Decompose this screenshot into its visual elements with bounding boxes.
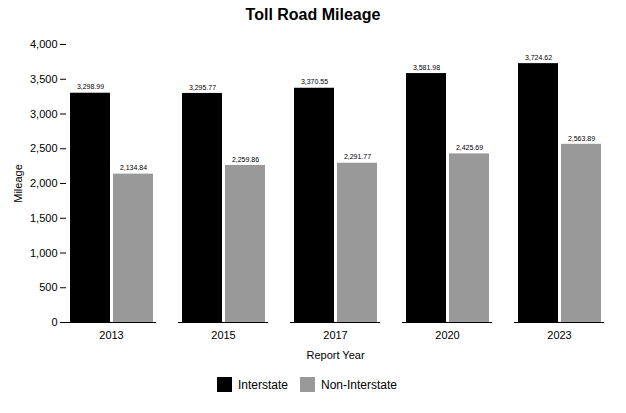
svg-text:Mileage: Mileage: [12, 164, 24, 203]
svg-text:3,000: 3,000: [30, 108, 58, 120]
svg-text:2023: 2023: [547, 329, 571, 341]
svg-text:3,298.99: 3,298.99: [77, 83, 104, 90]
svg-text:1,500: 1,500: [30, 212, 58, 224]
svg-text:3,581.98: 3,581.98: [413, 64, 440, 71]
svg-text:3,295.77: 3,295.77: [189, 84, 216, 91]
svg-text:2,134.84: 2,134.84: [120, 164, 147, 171]
svg-text:1,000: 1,000: [30, 247, 58, 259]
html-text:Interstate: Interstate: [238, 377, 288, 392]
svg-text:2,425.69: 2,425.69: [456, 144, 483, 151]
svg-text:4,000: 4,000: [30, 38, 58, 50]
svg-text:3,724.62: 3,724.62: [525, 54, 552, 61]
svg-text:2,000: 2,000: [30, 177, 58, 189]
svg-text:2,500: 2,500: [30, 142, 58, 154]
svg-text:2,563.89: 2,563.89: [568, 135, 595, 142]
svg-text:2,259.86: 2,259.86: [232, 156, 259, 163]
html-text:Toll Road Mileage: Toll Road Mileage: [245, 6, 381, 23]
svg-text:2020: 2020: [435, 329, 459, 341]
svg-text:500: 500: [39, 281, 57, 293]
svg-text:0: 0: [51, 316, 57, 328]
svg-text:3,370.55: 3,370.55: [301, 78, 328, 85]
svg-text:2013: 2013: [99, 329, 123, 341]
svg-text:2015: 2015: [211, 329, 235, 341]
svg-text:Report Year: Report Year: [306, 349, 364, 361]
html-text:Non-Interstate: Non-Interstate: [321, 377, 397, 392]
svg-text:3,500: 3,500: [30, 73, 58, 85]
svg-text:2017: 2017: [323, 329, 347, 341]
svg-text:2,291.77: 2,291.77: [344, 153, 371, 160]
